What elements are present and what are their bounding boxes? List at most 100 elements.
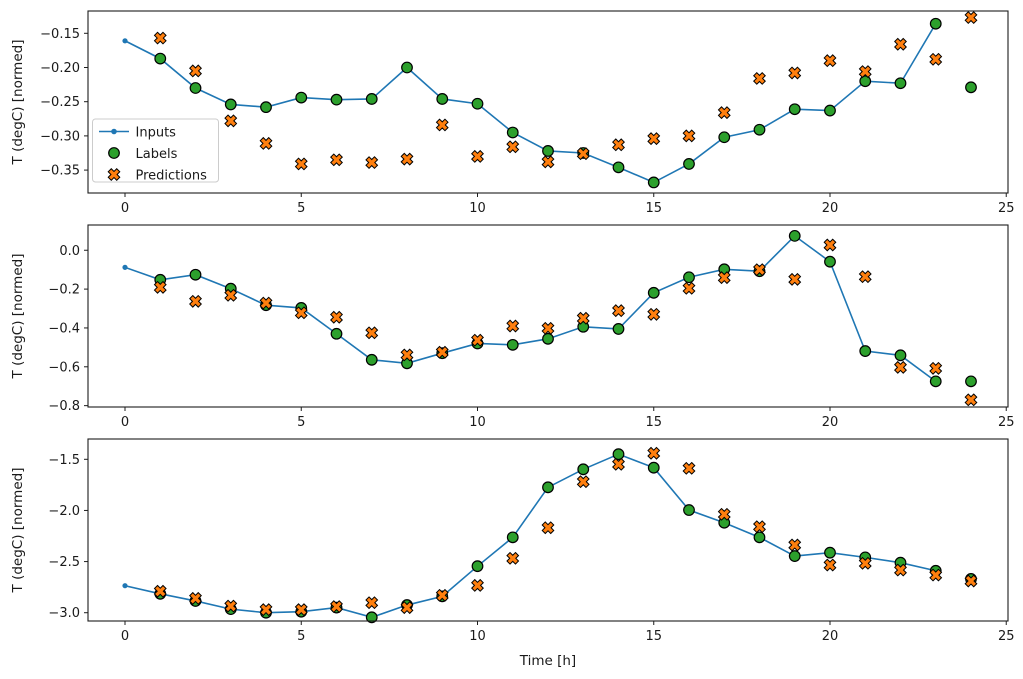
prediction-marker	[647, 307, 661, 321]
y-tick-label: 0.0	[59, 244, 80, 259]
label-marker	[577, 463, 590, 476]
input-point	[122, 583, 128, 589]
prediction-marker	[612, 457, 625, 471]
ylabel-subplot-3: T (degC) [normed]	[10, 468, 26, 594]
label-marker	[788, 103, 801, 116]
y-tick-label: −0.6	[48, 360, 80, 375]
prediction-marker	[929, 361, 943, 375]
label-marker	[154, 52, 167, 65]
x-tick-label: 25	[998, 629, 1015, 644]
prediction-marker	[435, 345, 449, 359]
prediction-marker	[964, 574, 978, 588]
x-tick-label: 20	[822, 201, 839, 216]
legend-label-inputs: Inputs	[136, 126, 177, 141]
x-tick-label: 20	[822, 415, 839, 430]
prediction-marker	[471, 333, 484, 347]
prediction-marker	[541, 321, 555, 335]
label-marker	[788, 229, 801, 242]
label-marker	[894, 77, 907, 90]
y-tick-label: −2.5	[48, 555, 80, 570]
label-marker	[859, 345, 872, 357]
x-tick-label: 15	[645, 201, 662, 216]
label-marker	[965, 81, 977, 94]
label-marker	[401, 61, 413, 74]
prediction-marker	[788, 66, 802, 80]
prediction-marker	[294, 306, 308, 320]
y-tick-label: −0.25	[40, 95, 80, 110]
label-marker	[295, 91, 308, 104]
prediction-marker	[259, 296, 273, 310]
prediction-marker	[858, 270, 872, 284]
label-marker	[718, 131, 731, 144]
prediction-marker	[788, 538, 802, 552]
label-marker	[647, 176, 660, 189]
label-marker	[330, 93, 343, 106]
prediction-marker	[400, 152, 414, 166]
prediction-marker	[330, 600, 343, 614]
label-marker	[859, 75, 872, 88]
prediction-marker	[612, 138, 625, 152]
prediction-marker	[506, 319, 520, 333]
label-marker	[647, 286, 660, 299]
y-tick-label: −1.5	[48, 453, 80, 468]
prediction-marker	[330, 153, 343, 167]
label-marker	[365, 353, 378, 366]
prediction-marker	[224, 114, 238, 128]
prediction-marker	[823, 558, 837, 572]
prediction-marker	[107, 168, 121, 181]
prediction-marker	[153, 31, 167, 45]
label-marker	[471, 97, 484, 110]
label-marker	[824, 546, 836, 559]
prediction-marker	[717, 271, 731, 285]
prediction-marker	[576, 147, 590, 161]
subplots: 0 5 10 15 20 25−0.15−0.20−0.25−0.30−0.350 5 10 1…	[40, 10, 1015, 644]
label-marker	[894, 349, 907, 362]
prediction-marker	[964, 393, 978, 407]
x-tick-label: 25	[998, 201, 1015, 216]
prediction-marker	[365, 596, 379, 610]
label-marker	[612, 448, 625, 461]
label-marker	[612, 323, 625, 335]
x-tick-label: 25	[998, 415, 1015, 430]
prediction-marker	[576, 311, 590, 325]
prediction-marker	[682, 281, 696, 295]
inputs-line	[124, 23, 937, 184]
prediction-marker	[224, 599, 238, 613]
y-tick-label: −2.0	[48, 504, 80, 519]
y-tick-label: −3.0	[48, 606, 80, 621]
prediction-marker	[259, 136, 273, 150]
subplot-1: 0 5 10 15 20 25 −0.15 −0.20 −0.25 −0.30 −0.35	[40, 10, 1015, 216]
prediction-marker	[365, 326, 379, 340]
label-marker	[824, 104, 836, 117]
prediction-marker	[753, 263, 766, 277]
xlabel: Time [h]	[519, 653, 576, 669]
prediction-marker	[753, 71, 766, 85]
label-marker	[189, 82, 202, 94]
label-marker	[683, 504, 695, 516]
label-marker	[753, 531, 766, 544]
label-marker	[788, 550, 801, 562]
prediction-marker	[929, 52, 943, 66]
y-tick-label: −0.8	[48, 399, 80, 414]
prediction-marker	[647, 132, 661, 146]
prediction-marker	[294, 603, 308, 617]
label-marker	[683, 158, 695, 170]
label-marker	[612, 161, 625, 174]
prediction-marker	[717, 106, 731, 120]
x-tick-label: 10	[469, 415, 486, 430]
prediction-marker	[682, 461, 696, 475]
x-tick-label: 10	[469, 201, 486, 216]
prediction-marker	[224, 288, 238, 302]
prediction-marker	[435, 118, 449, 132]
label-marker	[965, 375, 977, 388]
prediction-marker	[541, 521, 555, 535]
label-marker	[365, 93, 378, 105]
y-tick-label: −0.2	[48, 283, 80, 298]
x-tick-label: 5	[297, 629, 305, 644]
y-tick-label: −0.30	[40, 129, 80, 144]
prediction-marker	[823, 238, 837, 252]
ylabel-subplot-1: T (degC) [normed]	[10, 40, 26, 166]
legend-label-labels: Labels	[136, 147, 178, 162]
x-tick-label: 5	[297, 201, 305, 216]
